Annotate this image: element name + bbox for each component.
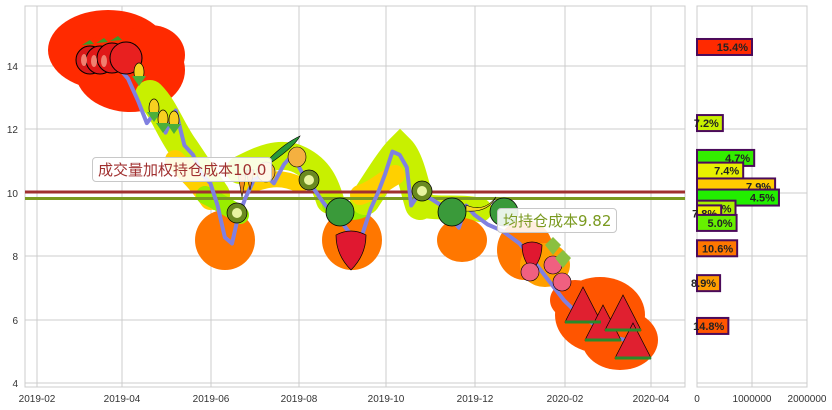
avg-cost-label: 均持仓成本9.82 (503, 212, 612, 230)
x-tick-label: 2019-08 (281, 394, 318, 405)
watermelon-slice-icon (564, 286, 652, 360)
apple-icon (75, 36, 143, 75)
vwap-cost-label: 成交量加权持仓成本10.0 (98, 161, 267, 179)
y-tick-label: 10 (7, 189, 19, 200)
side-x-tick-label: 1000000 (733, 394, 772, 405)
volume-bar-label: 14.8% (693, 321, 724, 333)
volume-bar-label: 7.2% (694, 118, 719, 130)
y-tick-label: 8 (12, 252, 18, 263)
y-tick-label: 14 (7, 62, 19, 73)
main-y-axis: 14 12 10 8 6 4 (7, 62, 19, 390)
volume-bar: 7.4% (696, 161, 745, 180)
x-tick-label: 2019-06 (193, 394, 230, 405)
side-x-tick-label: 2000000 (788, 394, 827, 405)
radish-icon (520, 237, 572, 292)
fruit-decorations (75, 36, 652, 360)
x-tick-label: 2020-02 (547, 394, 584, 405)
volume-profile-bars: 15.4%7.2%4.7%7.4%7.9%4.5%5.8%7.8%5.0%10.… (691, 37, 780, 335)
volume-bar: 5.0% (696, 213, 738, 232)
x-tick-label: 2019-10 (368, 394, 405, 405)
avg-cost-callout: 均持仓成本9.82 (497, 208, 618, 233)
volume-bar: 8.9% (691, 274, 722, 293)
volume-bar-label: 8.9% (691, 278, 716, 290)
strawberry-icon (335, 230, 543, 271)
y-tick-label: 6 (12, 316, 18, 327)
x-tick-label: 2019-04 (104, 394, 141, 405)
kiwi-icon (226, 169, 433, 224)
x-tick-label: 2020-04 (633, 394, 670, 405)
side-x-tick-label: 0 (694, 394, 700, 405)
volume-bar-label: 15.4% (717, 42, 748, 54)
x-tick-label: 2019-02 (19, 394, 56, 405)
volume-bar-label: 4.5% (750, 193, 775, 205)
main-x-axis: 2019-02 2019-04 2019-06 2019-08 2019-10 2019-… (19, 394, 670, 405)
y-tick-label: 4 (12, 379, 18, 390)
volume-bar-label: 5.0% (708, 218, 733, 230)
volume-bar-label: 10.6% (702, 243, 733, 255)
volume-bar: 15.4% (696, 37, 753, 56)
banana-icon (465, 196, 497, 212)
corn-icon (132, 62, 181, 134)
volume-bar: 10.6% (696, 239, 739, 258)
side-x-axis: 0 1000000 2000000 (694, 394, 827, 405)
volume-bar: 7.2% (694, 114, 724, 133)
x-tick-label: 2019-12 (457, 394, 494, 405)
pea-pod-icon (269, 135, 301, 163)
volume-bar-label: 7.4% (714, 166, 739, 178)
y-tick-label: 12 (7, 125, 19, 136)
vwap-cost-callout: 成交量加权持仓成本10.0 (92, 157, 273, 182)
volume-bar: 14.8% (693, 316, 730, 335)
